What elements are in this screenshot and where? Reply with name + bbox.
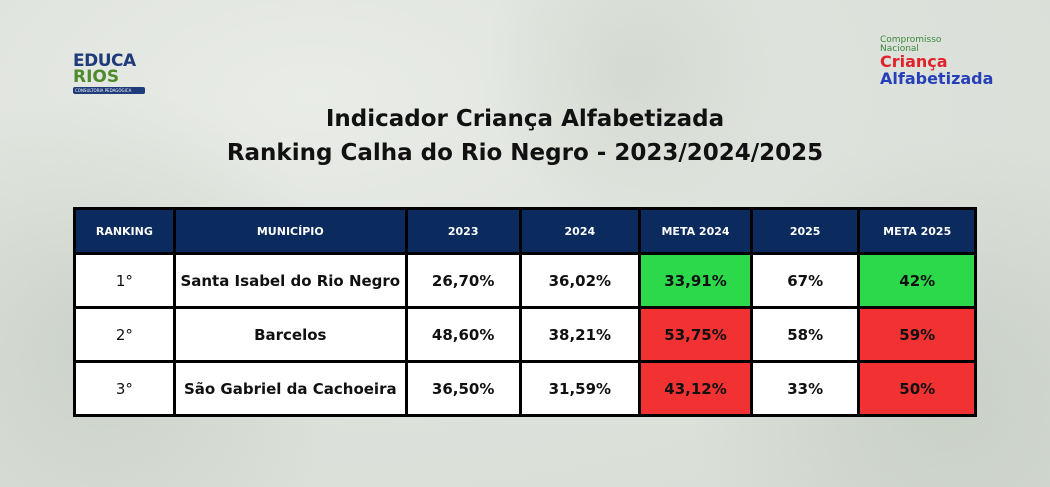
page-title: Indicador Criança Alfabetizada	[325, 106, 725, 132]
value-2023-cell: 36,50%	[404, 360, 522, 417]
municipio-cell: Barcelos	[172, 306, 408, 363]
logo-text: Nacional	[880, 44, 919, 54]
value-2025-cell: 58%	[749, 306, 861, 363]
value-2023-cell: 48,60%	[404, 306, 522, 363]
value-2025-cell: 33%	[749, 360, 861, 417]
header-meta-2025: META 2025	[857, 207, 977, 255]
table-row: 3° São Gabriel da Cachoeira 36,50% 31,59% 43…	[73, 360, 977, 417]
municipio-cell: Santa Isabel do Rio Negro	[172, 252, 408, 309]
header-ranking: RANKING	[73, 207, 176, 255]
meta-2025-cell: 50%	[857, 360, 977, 417]
meta-2024-cell: 33,91%	[638, 252, 753, 309]
header-2023: 2023	[404, 207, 522, 255]
educa-rios-logo: EDUCA RIOS CONSULTORIA PEDAGÓGICA	[73, 51, 153, 94]
logo-text: EDUCA	[73, 51, 136, 71]
page-subtitle: Ranking Calha do Rio Negro - 2023/2024/2…	[226, 140, 824, 166]
header-2024: 2024	[518, 207, 642, 255]
logo-text: Alfabetizada	[880, 69, 994, 88]
logo-text: Compromisso	[880, 35, 942, 45]
logo-text: Criança	[880, 52, 948, 71]
crianca-alfabetizada-logo: Compromisso Nacional Criança Alfabetizad…	[880, 35, 1020, 88]
table-header-row: RANKING MUNICÍPIO 2023 2024 META 2024 20…	[73, 207, 977, 255]
value-2025-cell: 67%	[749, 252, 861, 309]
logo-text: RIOS	[73, 67, 120, 87]
header-2025: 2025	[749, 207, 861, 255]
header-meta-2024: META 2024	[638, 207, 753, 255]
value-2024-cell: 31,59%	[518, 360, 642, 417]
value-2024-cell: 38,21%	[518, 306, 642, 363]
value-2024-cell: 36,02%	[518, 252, 642, 309]
meta-2024-cell: 53,75%	[638, 306, 753, 363]
header-municipio: MUNICÍPIO	[172, 207, 408, 255]
rank-cell: 2°	[73, 306, 176, 363]
municipio-cell: São Gabriel da Cachoeira	[172, 360, 408, 417]
logo-tagline: CONSULTORIA PEDAGÓGICA	[73, 87, 145, 94]
meta-2025-cell: 59%	[857, 306, 977, 363]
value-2023-cell: 26,70%	[404, 252, 522, 309]
meta-2024-cell: 43,12%	[638, 360, 753, 417]
ranking-table: RANKING MUNICÍPIO 2023 2024 META 2024 20…	[73, 207, 977, 417]
table-row: 2° Barcelos 48,60% 38,21% 53,75% 58% 59%	[73, 306, 977, 363]
meta-2025-cell: 42%	[857, 252, 977, 309]
table-row: 1° Santa Isabel do Rio Negro 26,70% 36,02% 3…	[73, 252, 977, 309]
rank-cell: 1°	[73, 252, 176, 309]
rank-cell: 3°	[73, 360, 176, 417]
